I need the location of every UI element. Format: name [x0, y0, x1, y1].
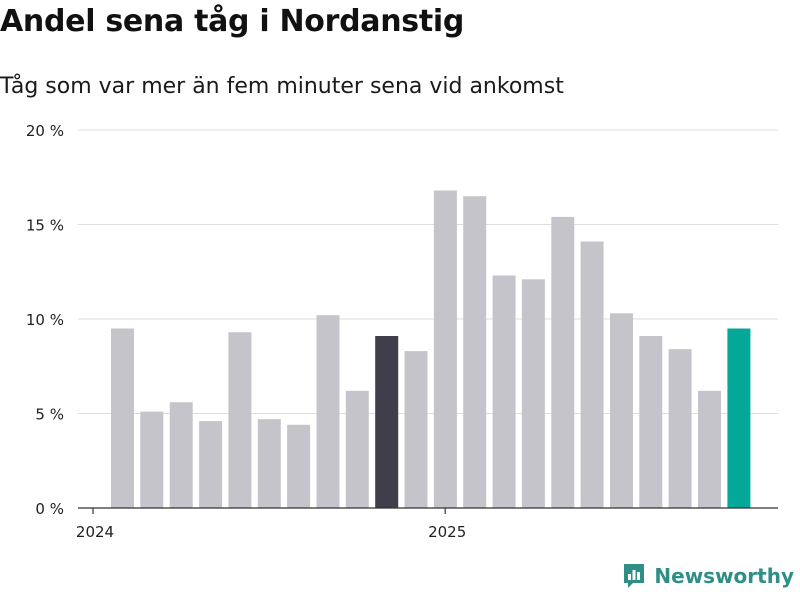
bar [580, 241, 604, 508]
bar [668, 349, 692, 508]
bar [140, 411, 164, 508]
bar [404, 351, 428, 508]
bar [228, 332, 252, 508]
y-tick-label: 5 % [35, 406, 64, 424]
chart-subtitle: Tåg som var mer än fem minuter sena vid … [0, 74, 564, 99]
bar [257, 419, 281, 508]
bar [639, 336, 663, 508]
bar [727, 328, 751, 508]
newsworthy-logo-icon [624, 564, 645, 588]
bar [698, 390, 721, 508]
bar [463, 196, 487, 508]
bar [199, 421, 223, 508]
bar [345, 390, 369, 508]
brand-logo: Newsworthy [622, 562, 794, 590]
y-tick-label: 20 % [26, 122, 64, 140]
bar [169, 402, 193, 508]
y-tick-label: 15 % [26, 217, 64, 235]
chart-title: Andel sena tåg i Nordanstig [0, 4, 465, 39]
bar [551, 216, 575, 508]
bar [111, 328, 134, 508]
bar [521, 279, 545, 508]
bar [287, 424, 311, 508]
y-tick-label: 10 % [26, 311, 64, 329]
x-tick-label: 2024 [76, 523, 114, 541]
bar [433, 190, 457, 508]
y-tick-label: 0 % [35, 500, 64, 518]
brand-name: Newsworthy [654, 564, 794, 588]
x-tick-label: 2025 [428, 523, 466, 541]
bar [610, 313, 633, 508]
bar [375, 336, 399, 508]
bar-chart: 0 % 5 % 10 % 15 % 20 % 2024 2025 [26, 122, 778, 541]
bar [492, 275, 516, 508]
bar [316, 315, 340, 508]
